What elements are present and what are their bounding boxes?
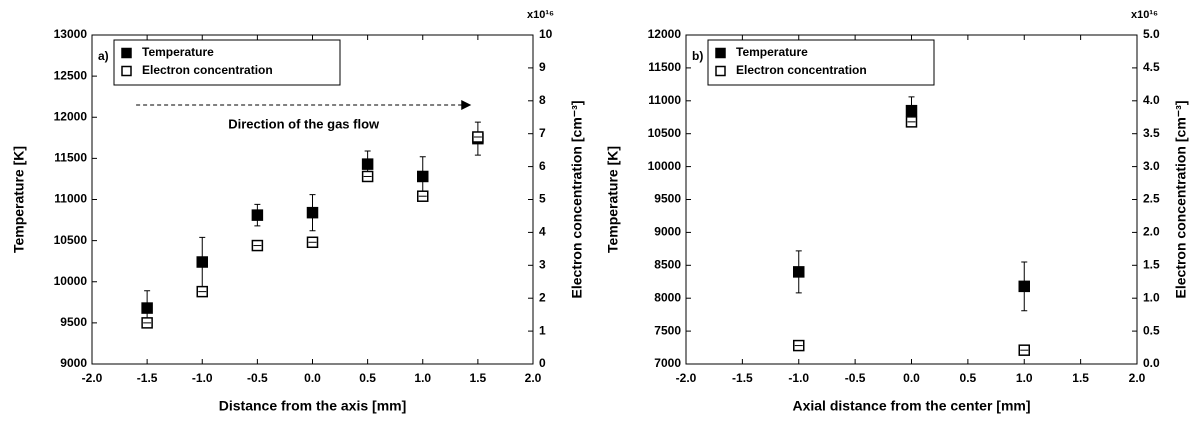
temperature-point bbox=[905, 104, 918, 117]
x-tick-label: 1.0 bbox=[1016, 371, 1033, 385]
panel-label: b) bbox=[692, 49, 703, 63]
y2-multiplier: x10¹⁶ bbox=[1131, 9, 1158, 21]
y2-tick-label: 2.0 bbox=[1143, 225, 1160, 239]
y-tick-label: 9500 bbox=[654, 192, 681, 206]
y-tick-label: 9000 bbox=[654, 225, 681, 239]
y-tick-label: 8500 bbox=[654, 257, 681, 271]
y-tick-label: 7000 bbox=[654, 356, 681, 370]
y2-tick-label: 0.5 bbox=[1143, 323, 1160, 337]
y2-tick-label: 2 bbox=[539, 290, 546, 304]
y-tick-label: 12000 bbox=[648, 27, 682, 41]
legend-label: Temperature bbox=[736, 45, 808, 59]
y2-tick-label: 3 bbox=[539, 257, 546, 271]
legend-label: Electron concentration bbox=[142, 63, 273, 77]
temperature-point bbox=[793, 266, 805, 278]
temperature-point bbox=[196, 256, 208, 268]
y2-tick-label: 9 bbox=[539, 60, 546, 74]
annotation: Direction of the gas flow bbox=[228, 116, 380, 131]
y2-tick-label: 4.0 bbox=[1143, 93, 1160, 107]
y2-tick-label: 1.0 bbox=[1143, 290, 1160, 304]
y2-tick-label: 2.5 bbox=[1143, 192, 1160, 206]
y2-axis-title: Electron concentration [cm⁻³] bbox=[569, 101, 585, 299]
x-tick-label: -2.0 bbox=[676, 371, 697, 385]
y2-tick-label: 6 bbox=[539, 159, 546, 173]
temperature-point bbox=[417, 170, 429, 183]
y-tick-label: 11500 bbox=[54, 151, 87, 165]
y2-tick-label: 3.0 bbox=[1143, 159, 1160, 173]
x-tick-label: -2.0 bbox=[82, 371, 103, 385]
y-tick-label: 12000 bbox=[54, 109, 88, 123]
temperature-point bbox=[141, 302, 153, 314]
y2-tick-label: 0 bbox=[539, 356, 546, 370]
arrow-head bbox=[461, 100, 472, 110]
x-tick-label: 1.0 bbox=[414, 371, 431, 385]
y2-tick-label: 8 bbox=[539, 93, 546, 107]
legend-marker bbox=[715, 65, 726, 77]
temperature-point bbox=[251, 209, 264, 221]
y-tick-label: 13000 bbox=[54, 27, 88, 41]
y-tick-label: 9500 bbox=[60, 315, 87, 329]
x-tick-label: 2.0 bbox=[525, 371, 542, 385]
legend-box bbox=[113, 39, 341, 86]
legend-label: Temperature bbox=[142, 45, 214, 59]
y2-axis-title: Electron concentration [cm⁻³] bbox=[1173, 101, 1189, 299]
y2-tick-label: 1.5 bbox=[1143, 257, 1160, 271]
y2-tick-label: 5.0 bbox=[1143, 27, 1160, 41]
y-tick-label: 11000 bbox=[54, 192, 87, 206]
y2-tick-label: 4.5 bbox=[1143, 60, 1160, 74]
x-tick-label: 1.5 bbox=[470, 371, 487, 385]
x-tick-label: 1.5 bbox=[1072, 371, 1089, 385]
y-tick-label: 9000 bbox=[60, 356, 87, 370]
panel-label: a) bbox=[98, 49, 109, 63]
legend-marker bbox=[715, 47, 726, 59]
temperature-point bbox=[361, 158, 374, 170]
x-tick-label: -1.0 bbox=[192, 371, 213, 385]
y-tick-label: 8000 bbox=[654, 290, 681, 304]
x-tick-label: 0.0 bbox=[903, 371, 920, 385]
y-axis-title: Temperature [K] bbox=[605, 146, 621, 253]
temperature-point bbox=[1018, 280, 1030, 293]
y-tick-label: 12500 bbox=[54, 68, 88, 82]
y-axis-title: Temperature [K] bbox=[11, 146, 27, 253]
x-tick-label: 0.5 bbox=[359, 371, 376, 385]
y2-tick-label: 1 bbox=[539, 323, 546, 337]
temperature-point bbox=[306, 206, 319, 219]
y2-tick-label: 10 bbox=[539, 27, 553, 41]
y-tick-label: 11000 bbox=[648, 93, 681, 107]
x-tick-label: 2.0 bbox=[1129, 371, 1146, 385]
x-tick-label: -1.5 bbox=[137, 371, 158, 385]
y2-tick-label: 3.5 bbox=[1143, 126, 1160, 140]
y2-tick-label: 4 bbox=[539, 225, 546, 239]
y2-tick-label: 7 bbox=[539, 126, 546, 140]
x-tick-label: -1.5 bbox=[732, 371, 753, 385]
y2-tick-label: 0.0 bbox=[1143, 356, 1160, 370]
x-tick-label: -1.0 bbox=[788, 371, 809, 385]
x-tick-label: -0.5 bbox=[247, 371, 268, 385]
y-tick-label: 10000 bbox=[54, 274, 88, 288]
x-axis-title: Distance from the axis [mm] bbox=[219, 398, 407, 414]
y2-tick-label: 5 bbox=[539, 192, 546, 206]
y-tick-label: 10000 bbox=[648, 159, 682, 173]
y-tick-label: 10500 bbox=[648, 126, 682, 140]
y-tick-label: 10500 bbox=[54, 233, 88, 247]
y2-multiplier: x10¹⁶ bbox=[527, 9, 554, 21]
x-axis-title: Axial distance from the center [mm] bbox=[792, 398, 1030, 414]
legend-box bbox=[707, 39, 935, 86]
legend-marker bbox=[121, 47, 132, 59]
x-tick-label: -0.5 bbox=[845, 371, 866, 385]
x-tick-label: 0.5 bbox=[960, 371, 977, 385]
legend-label: Electron concentration bbox=[736, 63, 867, 77]
y-tick-label: 11500 bbox=[648, 60, 681, 74]
y-tick-label: 7500 bbox=[654, 323, 681, 337]
x-tick-label: 0.0 bbox=[304, 371, 321, 385]
legend-marker bbox=[121, 65, 132, 77]
